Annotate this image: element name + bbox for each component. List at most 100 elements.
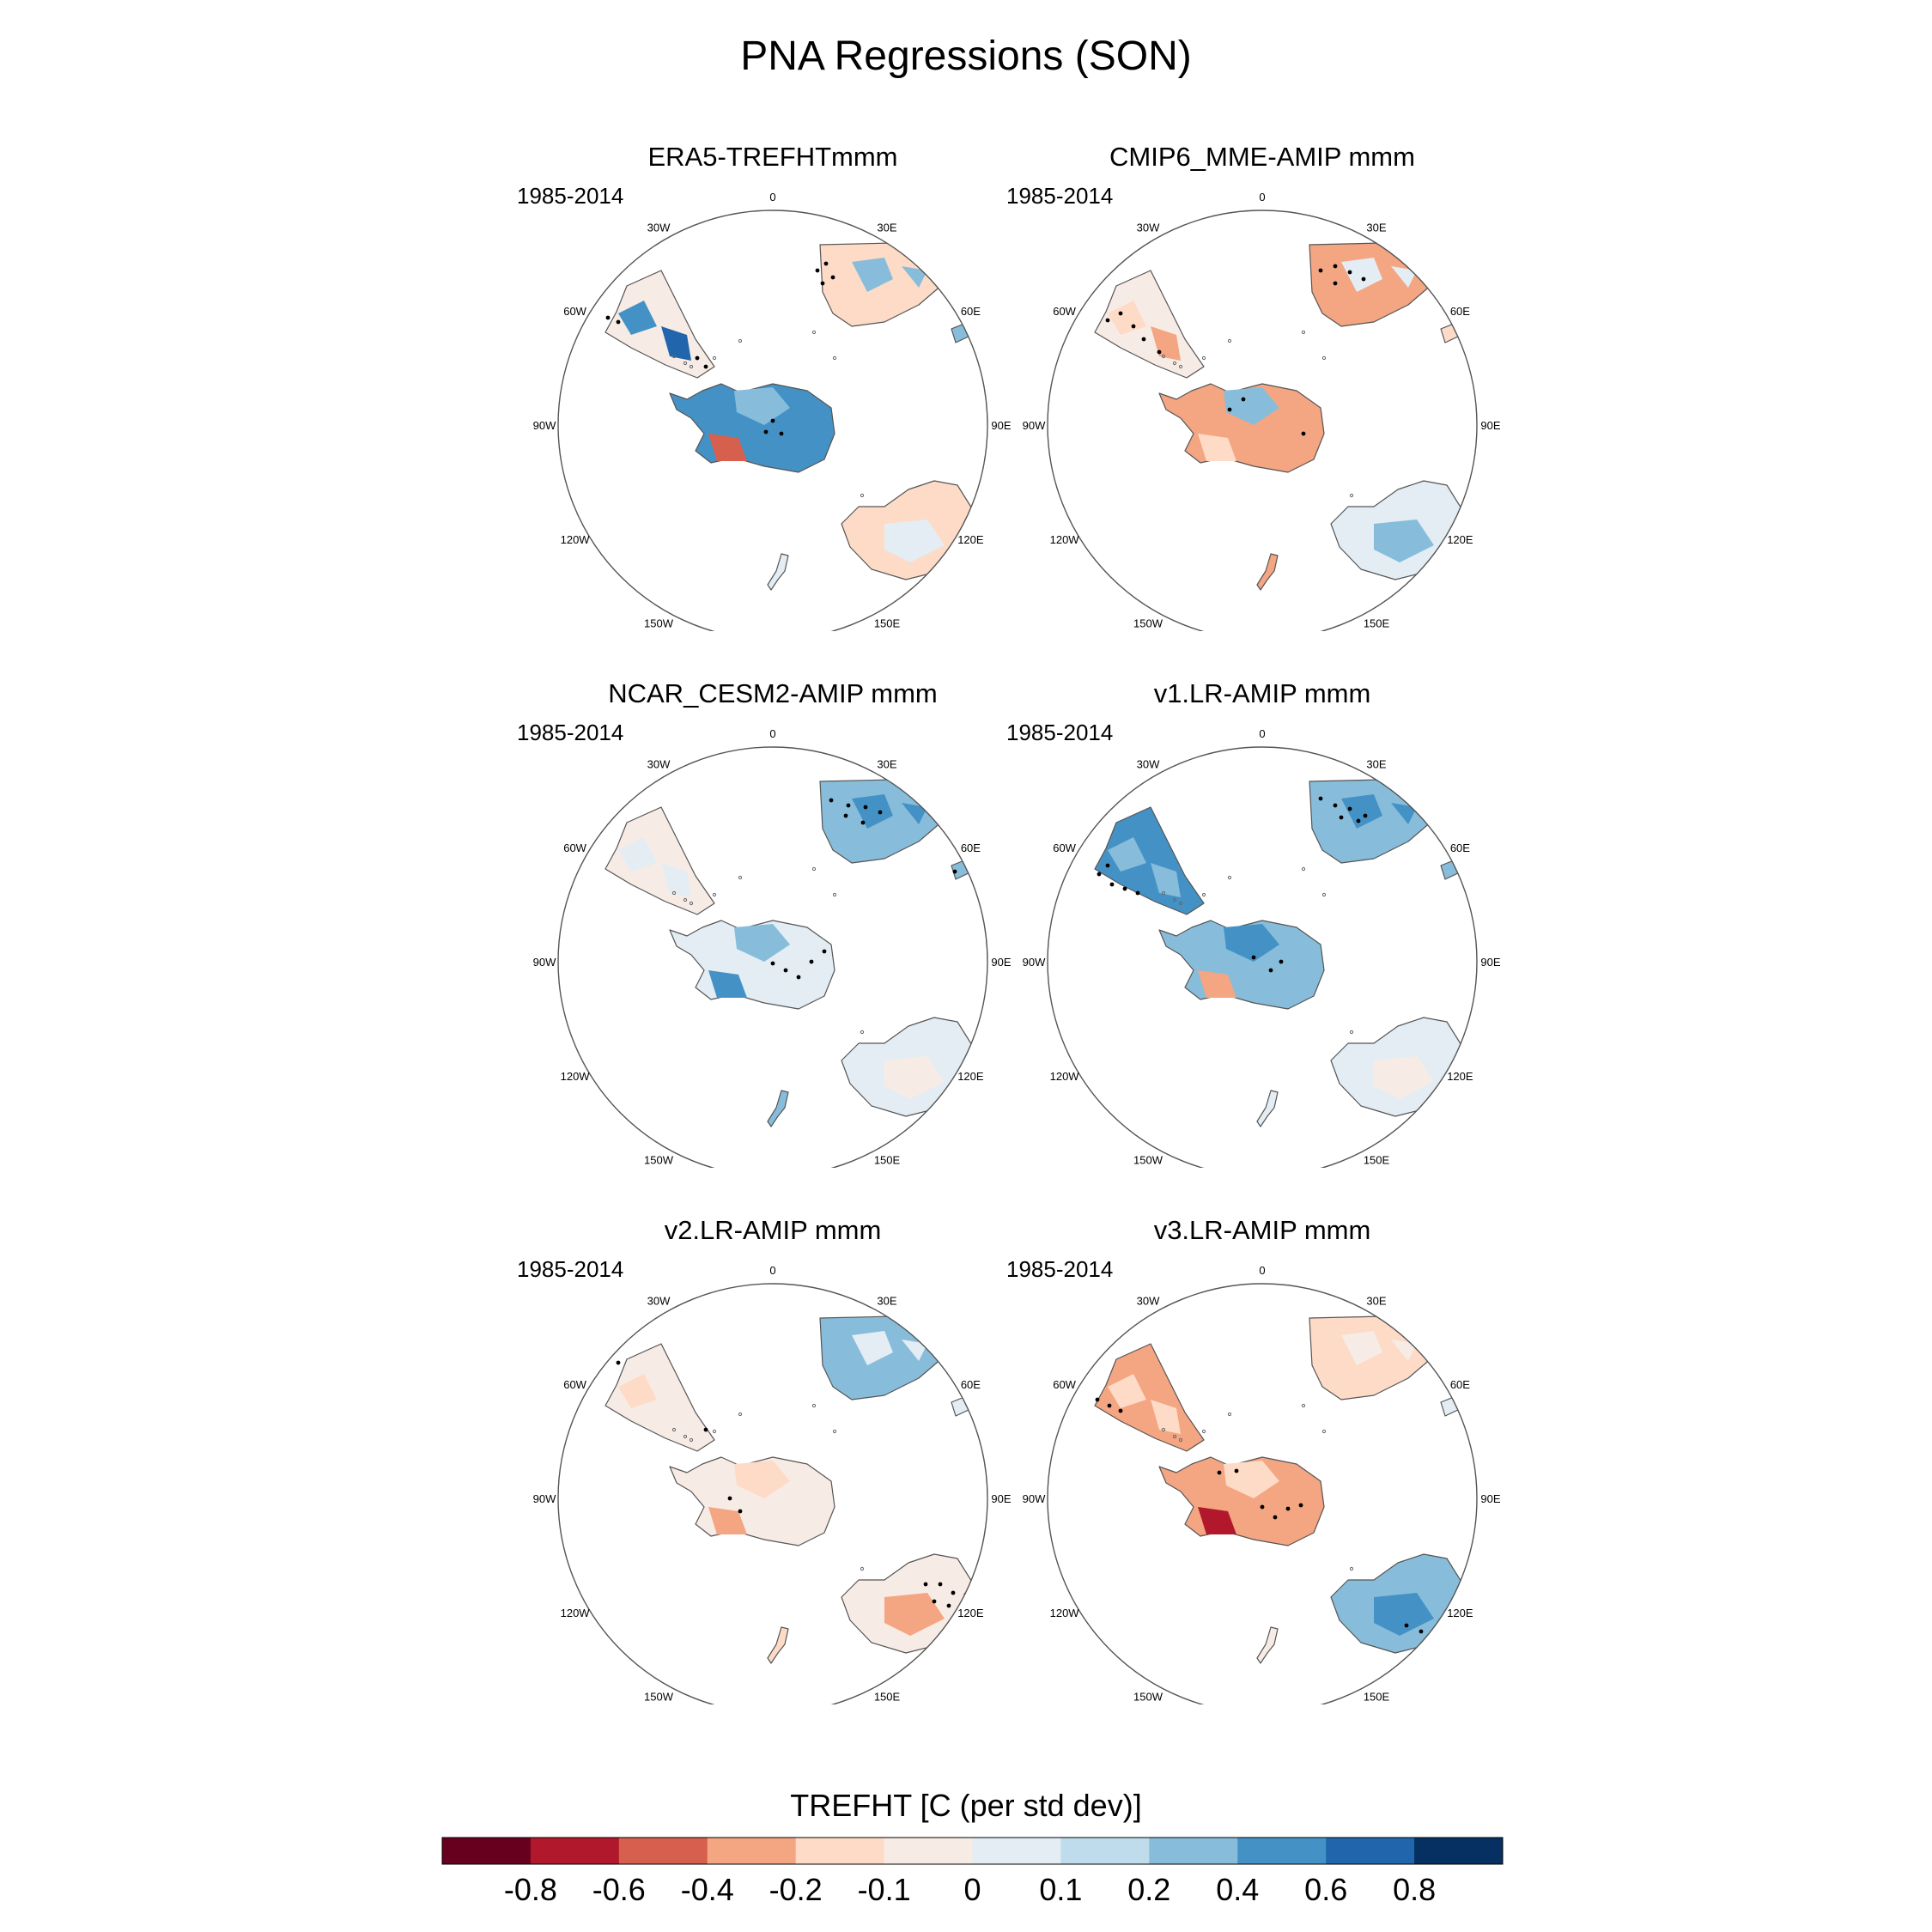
colorbar-tick-label: 0: [963, 1872, 981, 1907]
map-panel: NCAR_CESM2-AMIP mmm 1985-2014 0 30E 60E 90E…: [515, 678, 1030, 1168]
colorbar-tick-label: 0.8: [1393, 1872, 1436, 1907]
significance-dot: [616, 1360, 621, 1365]
panel-period: 1985-2014: [1006, 1256, 1114, 1282]
significance-dot: [605, 315, 611, 320]
island-outline: [1349, 1566, 1354, 1571]
island-outline: [1397, 1146, 1402, 1151]
longitude-label: 60E: [1450, 1378, 1470, 1391]
landmass-antarctica: [669, 920, 835, 1010]
island-outline: [1227, 338, 1232, 343]
landmass-new-zealand: [767, 1626, 789, 1664]
colorbar-swatch: [795, 1838, 885, 1864]
landmass-new-zealand: [1256, 1090, 1279, 1127]
island-outline: [1321, 355, 1327, 361]
island-outline: [671, 890, 677, 896]
island-outline: [1301, 1403, 1306, 1408]
island-outline: [738, 1412, 743, 1417]
anomaly-patch: [852, 258, 893, 292]
longitude-label: 120E: [957, 533, 984, 546]
significance-dot: [1217, 1470, 1222, 1475]
colorbar-swatch: [530, 1838, 620, 1864]
significance-dot: [770, 418, 775, 423]
significance-dot: [1234, 1468, 1239, 1473]
landmass-antarctica: [669, 1456, 835, 1546]
longitude-label: 150E: [874, 617, 901, 629]
anomaly-patch: [852, 1331, 893, 1365]
longitude-label: 150W: [1133, 1153, 1163, 1166]
longitude-label: 120W: [1050, 1070, 1080, 1083]
longitude-label: 30E: [1366, 1295, 1386, 1308]
longitude-label: 0: [769, 191, 775, 204]
island-outline: [860, 1566, 865, 1571]
polar-map: 030E60E90E120E150E180150W120W90W60W30W: [533, 727, 1012, 1168]
significance-dot: [1251, 955, 1256, 960]
significance-dot: [1361, 276, 1366, 282]
significance-dot: [815, 268, 820, 273]
anomaly-patch: [618, 837, 657, 872]
longitude-label: 30E: [877, 222, 896, 234]
island-outline: [1172, 1434, 1177, 1439]
island-outline: [1349, 493, 1354, 498]
landmass-antarctica: [669, 383, 835, 473]
anomaly-patch: [734, 387, 790, 425]
island-outline: [1301, 866, 1306, 872]
anomaly-patch: [1108, 1374, 1146, 1408]
significance-dot: [1241, 397, 1246, 402]
longitude-label: 150E: [1364, 1690, 1390, 1703]
anomaly-patch: [1341, 794, 1382, 829]
island-outline: [712, 1429, 717, 1434]
significance-dot: [1339, 815, 1344, 820]
colorbar-swatch: [972, 1838, 1061, 1864]
anomaly-patch: [902, 266, 927, 288]
colorbar-frame: [441, 1837, 1504, 1865]
map-panel: ERA5-TREFHTmmm 1985-2014 0 30E 60E 90E 120E 1…: [515, 142, 1030, 631]
anomaly-patch: [1374, 519, 1434, 562]
significance-dot: [822, 949, 827, 954]
island-outline: [811, 330, 817, 335]
island-outline: [671, 354, 677, 359]
island-outline: [671, 1427, 677, 1432]
longitude-label: 90E: [991, 419, 1011, 432]
colorbar-swatch: [1060, 1838, 1150, 1864]
significance-dot: [952, 869, 957, 874]
colorbar-tick-label: -0.6: [592, 1872, 646, 1907]
anomaly-patch: [1224, 387, 1279, 425]
significance-dot: [1363, 813, 1368, 818]
significance-dot: [703, 364, 708, 369]
significance-dot: [1122, 886, 1127, 891]
panel-title: CMIP6_MME-AMIP mmm: [1109, 142, 1415, 172]
panel-title: v3.LR-AMIP mmm: [1153, 1215, 1371, 1245]
colorbar-tick-label: -0.1: [858, 1872, 911, 1907]
polar-map: 030E60E90E120E150E180150W120W90W60W30W: [533, 191, 1012, 631]
significance-dot: [1118, 1408, 1123, 1413]
landmass-new-zealand: [1256, 553, 1279, 591]
significance-dot: [1301, 431, 1306, 436]
significance-dot: [829, 798, 834, 803]
significance-dot: [1347, 270, 1352, 275]
anomaly-patch: [661, 326, 691, 361]
significance-dot: [703, 1427, 708, 1432]
longitude-label: 0: [769, 727, 775, 740]
island-outline: [738, 875, 743, 880]
island-outline: [1227, 875, 1232, 880]
island-outline: [811, 866, 817, 872]
longitude-label: 120E: [1447, 1607, 1473, 1619]
longitude-label: 90W: [533, 419, 556, 432]
longitude-label: 60W: [563, 305, 586, 318]
longitude-label: 150W: [644, 617, 674, 629]
anomaly-patch: [884, 1593, 945, 1636]
island-outline: [712, 355, 717, 361]
significance-dot: [830, 275, 835, 280]
longitude-label: 30E: [1366, 758, 1386, 771]
longitude-label: 90W: [533, 956, 556, 969]
longitude-label: 30W: [647, 758, 671, 771]
anomaly-patch: [884, 519, 945, 562]
significance-dot: [695, 355, 700, 361]
island-outline: [1397, 1683, 1402, 1688]
anomaly-patch: [734, 1461, 790, 1498]
map-boundary: [557, 210, 988, 631]
anomaly-patch: [1391, 803, 1417, 824]
polar-map: 030E60E90E120E150E180150W120W90W60W30W: [1023, 1264, 1501, 1704]
significance-dot: [1333, 264, 1338, 269]
longitude-label: 30W: [1137, 758, 1160, 771]
